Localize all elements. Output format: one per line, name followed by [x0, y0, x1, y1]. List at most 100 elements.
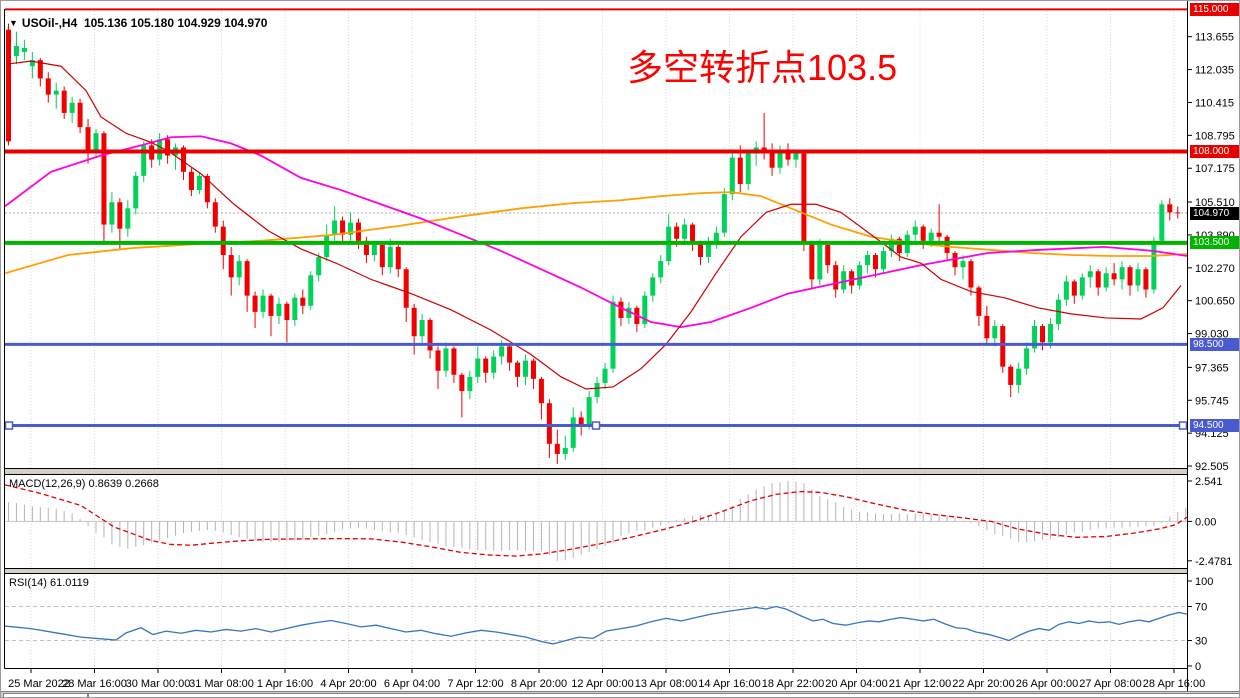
candle: [260, 295, 266, 312]
candle: [236, 261, 242, 278]
candle: [37, 60, 43, 79]
status-section-left[interactable]: [3, 693, 88, 697]
panel-separator[interactable]: [4, 469, 1188, 475]
candle: [777, 149, 783, 168]
price-tick-label: 100.650: [1195, 296, 1235, 308]
time-tick-label: 28 Mar 16:00: [62, 678, 127, 690]
candle: [483, 358, 489, 373]
candle: [117, 202, 123, 229]
candle: [610, 301, 616, 369]
candle: [13, 45, 19, 57]
time-tick-label: 6 Apr 04:00: [384, 678, 440, 690]
candle: [220, 226, 226, 256]
candle: [594, 382, 600, 398]
candle: [1175, 212, 1181, 214]
candle: [1008, 366, 1014, 385]
candle: [849, 271, 855, 286]
candle: [817, 244, 823, 280]
macd-tick-label: -2.4781: [1195, 556, 1232, 568]
price-tick-label: 92.505: [1195, 461, 1229, 473]
candle: [196, 175, 202, 191]
candle: [419, 319, 425, 337]
time-tick-label: 26 Apr 00:00: [1016, 678, 1078, 690]
annotation-text[interactable]: 多空转折点103.5: [627, 47, 898, 88]
rsi-indicator-label: RSI(14) 61.0119: [9, 577, 89, 589]
candle: [729, 157, 735, 195]
symbol-title-bar[interactable]: ▼ USOil-,H4 105.136 105.180 104.929 104.9…: [9, 16, 267, 30]
time-tick-label: 21 Apr 12:00: [889, 678, 951, 690]
candle: [363, 240, 369, 256]
candle: [475, 358, 481, 377]
candle: [1159, 204, 1165, 241]
candle: [507, 346, 513, 363]
candle: [682, 224, 688, 239]
candle: [825, 244, 831, 266]
time-tick-label: 27 Apr 08:00: [1079, 678, 1141, 690]
rsi-tick-label: 100: [1195, 576, 1213, 588]
candle: [944, 236, 950, 253]
candle: [570, 417, 576, 448]
candle: [976, 287, 982, 316]
chevron-down-icon[interactable]: ▼: [9, 18, 18, 28]
candle: [93, 133, 99, 152]
time-tick-label: 31 Mar 08:00: [189, 678, 254, 690]
candle: [562, 447, 568, 454]
line-selection-handle[interactable]: [4, 421, 14, 430]
candle: [340, 220, 346, 235]
time-tick-label: 22 Apr 20:00: [952, 678, 1014, 690]
candle: [69, 102, 75, 113]
candle: [53, 90, 59, 95]
candle: [276, 303, 282, 316]
panel-separator[interactable]: [4, 569, 1188, 574]
candle: [721, 194, 727, 233]
price-tick-label: 113.655: [1195, 32, 1234, 44]
macd-tick-label: 2.541: [1195, 476, 1223, 488]
candle: [379, 244, 385, 268]
candle: [809, 242, 815, 280]
symbol-timeframe-label: USOil-,H4: [21, 16, 78, 30]
candle: [443, 348, 449, 371]
candle: [888, 238, 894, 251]
candle: [920, 226, 926, 241]
candle: [690, 224, 696, 243]
candle: [872, 255, 878, 270]
hlines-layer: [4, 8, 1188, 430]
status-section-main[interactable]: [88, 693, 1239, 697]
candle: [292, 297, 298, 320]
candle: [491, 356, 497, 373]
candle: [586, 397, 592, 426]
time-tick-label: 13 Apr 08:00: [635, 678, 697, 690]
rsi-line: [5, 605, 1187, 645]
candle: [761, 147, 767, 152]
candle: [841, 271, 847, 290]
candle: [459, 374, 465, 392]
candle: [371, 244, 377, 256]
candle: [984, 315, 990, 339]
candles-layer: [6, 23, 1181, 465]
moving-averages-layer: [5, 60, 1187, 390]
candle: [427, 319, 433, 351]
candle: [650, 277, 656, 296]
candle: [308, 275, 314, 306]
candle: [228, 255, 234, 278]
line-selection-handle[interactable]: [1178, 421, 1188, 430]
candle: [554, 443, 560, 454]
candle: [1040, 326, 1046, 343]
candle: [1071, 281, 1077, 296]
current-price-badge: 104.970: [1190, 206, 1239, 220]
ma-magenta-line: [5, 135, 1187, 328]
price-tick-label: 110.415: [1195, 97, 1234, 109]
time-tick-label: 12 Apr 00:00: [571, 678, 633, 690]
candle: [658, 261, 664, 278]
line-selection-handle[interactable]: [591, 421, 601, 430]
candle: [1079, 277, 1085, 296]
candle: [865, 255, 871, 266]
candle: [952, 252, 958, 268]
candle: [45, 78, 51, 95]
panel-frames: [4, 1, 1188, 691]
time-tick-label: 18 Apr 22:00: [762, 678, 824, 690]
candle: [61, 90, 67, 113]
candle: [6, 29, 11, 142]
